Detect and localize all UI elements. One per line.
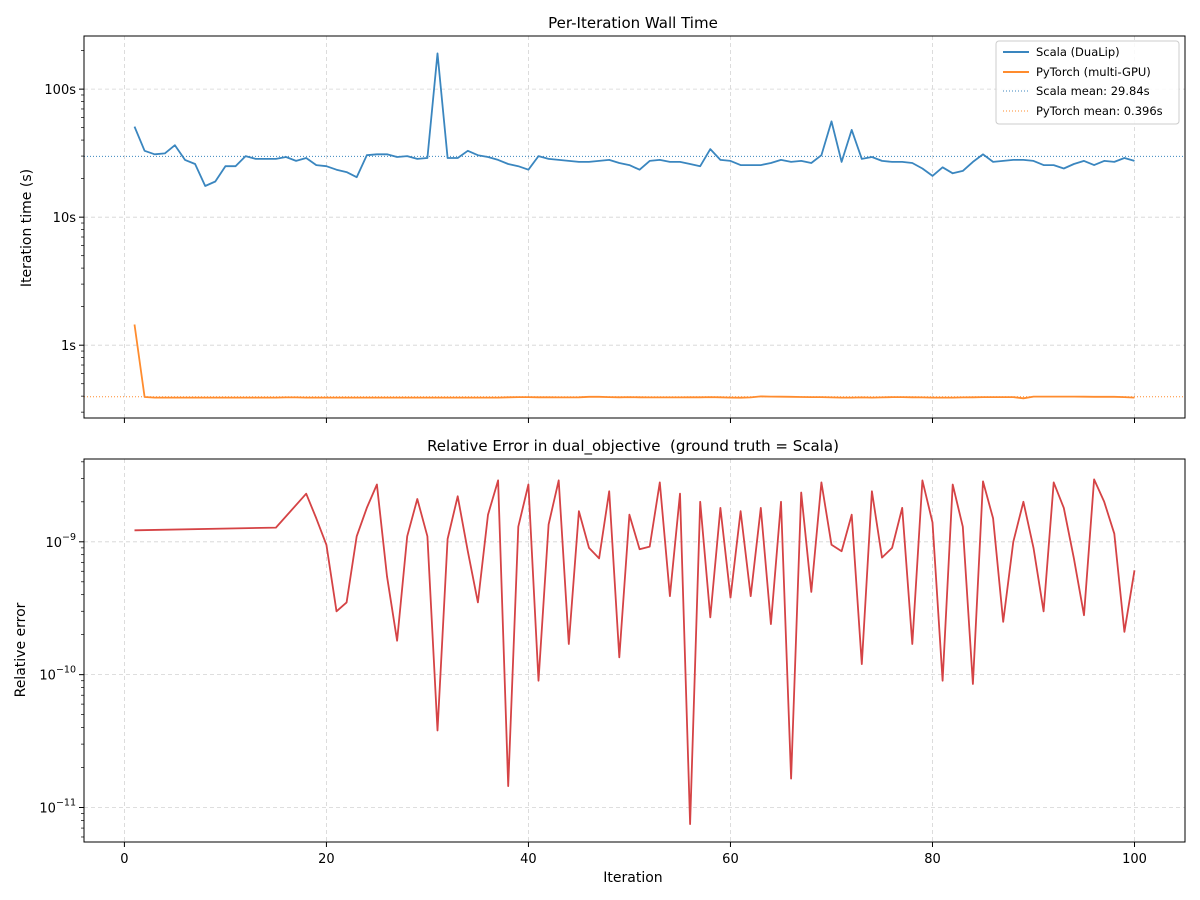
wall-time-axes-frame: [83, 35, 1186, 419]
wall-time-series-lines: [133, 52, 1135, 400]
x-tick-label: 80: [924, 852, 941, 867]
scala-series-line: [133, 52, 1135, 187]
wall-time-ylabel: Iteration time (s): [19, 169, 35, 287]
wall-time-title: Per-Iteration Wall Time: [548, 14, 718, 32]
relative-error-xlabel: Iteration: [603, 870, 662, 886]
y-tick-label: 10−9: [45, 532, 76, 551]
y-tick-label: 10−11: [39, 798, 76, 817]
wall-time-mean-lines: [84, 155, 1185, 398]
relative-error-series-lines: [134, 478, 1136, 825]
y-tick-label: 100s: [44, 83, 76, 98]
legend: Scala (DuaLip) PyTorch (multi-GPU) Scala…: [995, 40, 1180, 125]
relative-error-series-line: [134, 478, 1136, 825]
legend-box: [995, 40, 1180, 125]
x-tick-label: 20: [318, 852, 335, 867]
x-tick-label: 100: [1122, 852, 1147, 867]
legend-label-scala-mean: Scala mean: 29.84s: [1036, 84, 1150, 98]
wall-time-panel: Per-Iteration Wall Time Iteration time (…: [19, 14, 1186, 423]
x-tick-label: 60: [722, 852, 739, 867]
y-tick-label: 10−10: [39, 665, 76, 684]
relative-error-ticks: 0 20 40 60 80 100 10−11 10−10 10−9: [39, 461, 1147, 867]
relative-error-title: Relative Error in dual_objective (ground…: [427, 437, 839, 456]
relative-error-axes-frame: [83, 458, 1186, 843]
wall-time-ticks: 1s 10s 100s: [44, 50, 1135, 423]
x-tick-label: 40: [520, 852, 537, 867]
legend-label-scala: Scala (DuaLip): [1036, 45, 1120, 59]
y-tick-label: 1s: [61, 339, 76, 354]
y-tick-label: 10s: [53, 211, 77, 226]
relative-error-panel: Relative Error in dual_objective (ground…: [13, 437, 1186, 886]
x-tick-label: 0: [120, 852, 128, 867]
pytorch-series-line: [133, 324, 1135, 400]
relative-error-ylabel: Relative error: [13, 602, 29, 697]
legend-label-pytorch-mean: PyTorch mean: 0.396s: [1036, 104, 1163, 118]
legend-label-pytorch: PyTorch (multi-GPU): [1036, 65, 1151, 79]
